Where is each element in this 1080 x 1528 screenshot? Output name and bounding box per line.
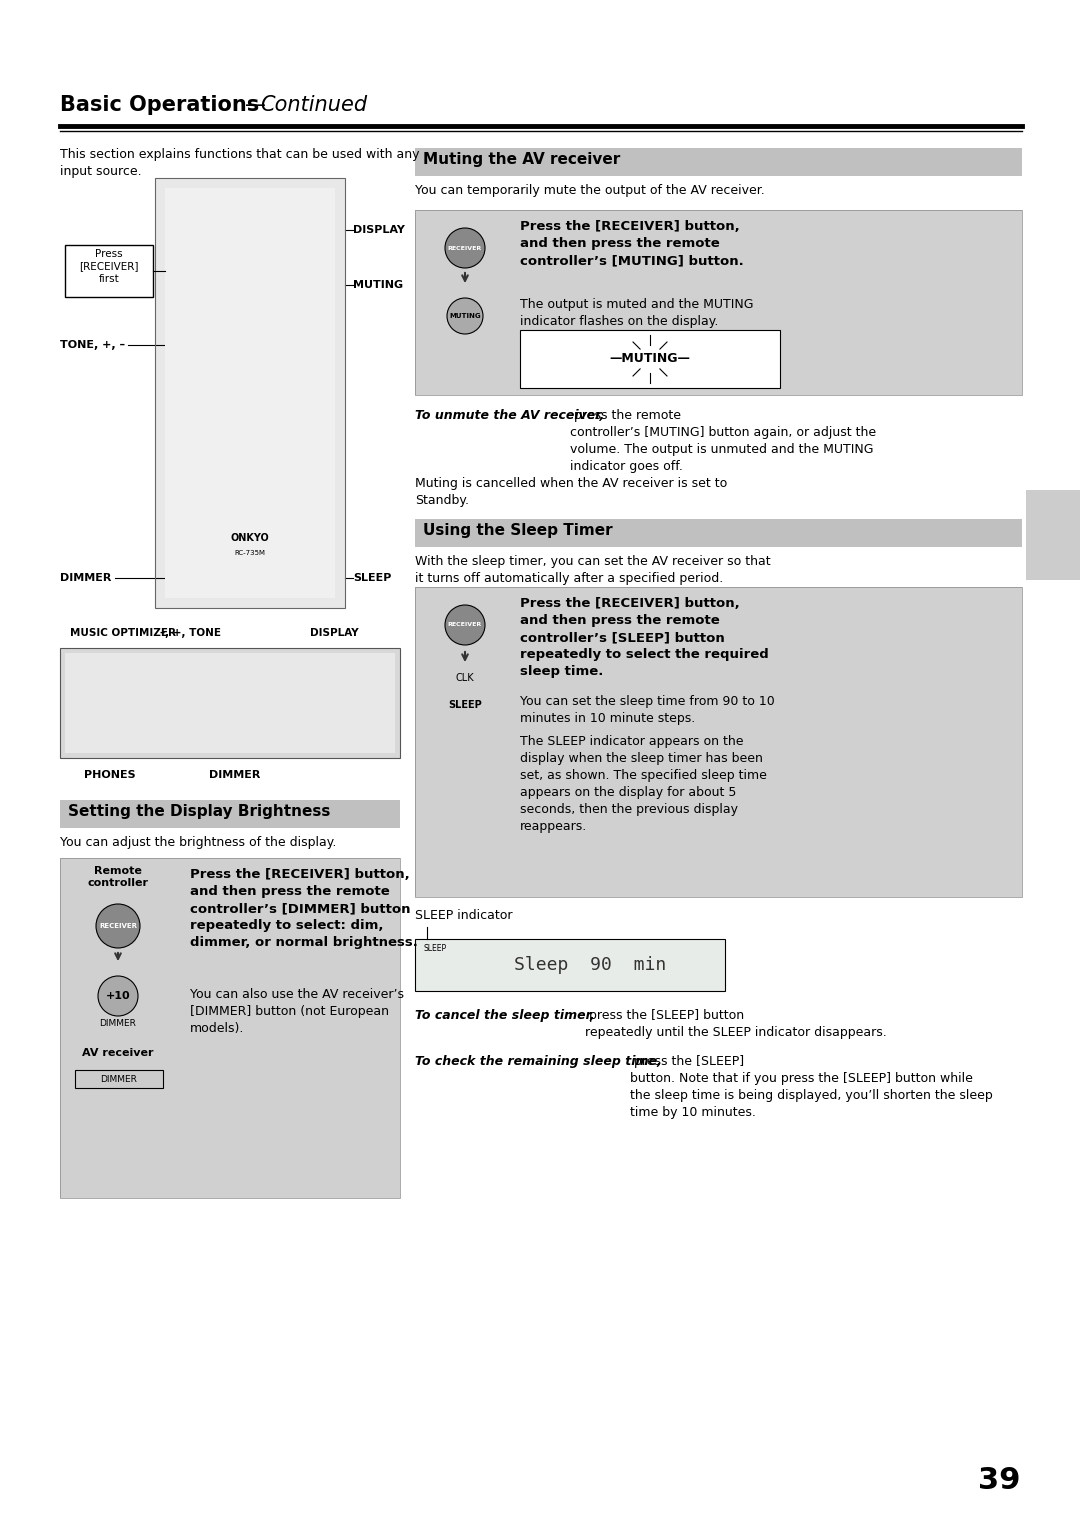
- Text: To unmute the AV receiver,: To unmute the AV receiver,: [415, 410, 604, 422]
- Bar: [156, 177, 345, 608]
- Text: RECEIVER: RECEIVER: [448, 622, 482, 628]
- Bar: [165, 188, 335, 597]
- Text: DIMMER: DIMMER: [100, 1074, 137, 1083]
- Text: SLEEP: SLEEP: [448, 700, 482, 711]
- Bar: [415, 940, 725, 992]
- Text: DISPLAY: DISPLAY: [310, 628, 359, 639]
- Text: You can set the sleep time from 90 to 10
minutes in 10 minute steps.: You can set the sleep time from 90 to 10…: [519, 695, 774, 724]
- Text: Press the [RECEIVER] button,
and then press the remote
controller’s [DIMMER] but: Press the [RECEIVER] button, and then pr…: [190, 868, 418, 949]
- Bar: [519, 330, 780, 388]
- Text: Muting the AV receiver: Muting the AV receiver: [423, 151, 620, 167]
- Bar: [415, 587, 1022, 897]
- Bar: [415, 940, 725, 992]
- Bar: [65, 652, 395, 753]
- Circle shape: [96, 905, 140, 947]
- Bar: [65, 244, 153, 296]
- Text: Setting the Display Brightness: Setting the Display Brightness: [68, 804, 330, 819]
- Text: SLEEP: SLEEP: [353, 573, 391, 584]
- Text: Muting is cancelled when the AV receiver is set to
Standby.: Muting is cancelled when the AV receiver…: [415, 477, 727, 507]
- Text: Using the Sleep Timer: Using the Sleep Timer: [423, 523, 612, 538]
- Bar: [60, 859, 400, 1198]
- Text: –, +, TONE: –, +, TONE: [160, 628, 220, 639]
- Text: SLEEP: SLEEP: [423, 944, 446, 953]
- Text: AV receiver: AV receiver: [82, 1048, 153, 1057]
- Text: The output is muted and the MUTING
indicator flashes on the display.: The output is muted and the MUTING indic…: [519, 298, 754, 329]
- Bar: [156, 177, 345, 608]
- Circle shape: [445, 605, 485, 645]
- Text: Press
[RECEIVER]
first: Press [RECEIVER] first: [79, 249, 138, 284]
- Text: DIMMER: DIMMER: [99, 1019, 136, 1028]
- Text: DIMMER: DIMMER: [210, 770, 260, 779]
- Text: To check the remaining sleep time,: To check the remaining sleep time,: [415, 1054, 662, 1068]
- Text: PHONES: PHONES: [84, 770, 136, 779]
- Text: CLK: CLK: [456, 672, 474, 683]
- Bar: [75, 1070, 163, 1088]
- Bar: [415, 587, 1022, 897]
- Text: The SLEEP indicator appears on the
display when the sleep timer has been
set, as: The SLEEP indicator appears on the displ…: [519, 735, 767, 833]
- Circle shape: [447, 298, 483, 335]
- Bar: [60, 801, 400, 828]
- Text: Press the [RECEIVER] button,
and then press the remote
controller’s [SLEEP] butt: Press the [RECEIVER] button, and then pr…: [519, 597, 769, 678]
- Bar: [75, 1070, 163, 1088]
- Text: You can temporarily mute the output of the AV receiver.: You can temporarily mute the output of t…: [415, 183, 765, 197]
- Circle shape: [445, 228, 485, 267]
- Text: TONE, +, –: TONE, +, –: [60, 341, 125, 350]
- Bar: [415, 520, 1022, 547]
- Text: Sleep  90  min: Sleep 90 min: [514, 957, 666, 973]
- Text: You can adjust the brightness of the display.: You can adjust the brightness of the dis…: [60, 836, 336, 850]
- Bar: [60, 648, 400, 758]
- Bar: [519, 330, 780, 388]
- Text: MUTING: MUTING: [449, 313, 481, 319]
- Text: press the [SLEEP]
button. Note that if you press the [SLEEP] button while
the sl: press the [SLEEP] button. Note that if y…: [630, 1054, 993, 1118]
- Text: RECEIVER: RECEIVER: [99, 923, 137, 929]
- Text: —: —: [245, 95, 266, 115]
- Text: This section explains functions that can be used with any
input source.: This section explains functions that can…: [60, 148, 419, 177]
- Text: To cancel the sleep timer,: To cancel the sleep timer,: [415, 1008, 595, 1022]
- Text: Continued: Continued: [260, 95, 367, 115]
- Text: —MUTING—: —MUTING—: [609, 353, 690, 365]
- Text: DISPLAY: DISPLAY: [353, 225, 405, 235]
- Bar: [415, 209, 1022, 396]
- Text: DIMMER: DIMMER: [60, 573, 111, 584]
- Text: Basic Operations: Basic Operations: [60, 95, 259, 115]
- Text: RECEIVER: RECEIVER: [448, 246, 482, 251]
- Bar: [60, 648, 400, 758]
- Bar: [415, 209, 1022, 396]
- Text: press the remote
controller’s [MUTING] button again, or adjust the
volume. The o: press the remote controller’s [MUTING] b…: [570, 410, 876, 474]
- Bar: [60, 859, 400, 1198]
- Text: MUTING: MUTING: [353, 280, 403, 290]
- Bar: [415, 148, 1022, 176]
- Text: ONKYO: ONKYO: [231, 533, 269, 542]
- Text: 39: 39: [977, 1465, 1020, 1494]
- Text: press the [SLEEP] button
repeatedly until the SLEEP indicator disappears.: press the [SLEEP] button repeatedly unti…: [585, 1008, 887, 1039]
- Circle shape: [98, 976, 138, 1016]
- Text: With the sleep timer, you can set the AV receiver so that
it turns off automatic: With the sleep timer, you can set the AV…: [415, 555, 771, 585]
- Bar: [1026, 490, 1080, 581]
- Text: RC-735M: RC-735M: [234, 550, 266, 556]
- Text: SLEEP indicator: SLEEP indicator: [415, 909, 513, 921]
- Text: Remote
controller: Remote controller: [87, 866, 149, 888]
- Text: MUSIC OPTIMIZER: MUSIC OPTIMIZER: [70, 628, 176, 639]
- Text: You can also use the AV receiver’s
[DIMMER] button (not European
models).: You can also use the AV receiver’s [DIMM…: [190, 989, 404, 1034]
- Text: +10: +10: [106, 992, 131, 1001]
- Text: Press the [RECEIVER] button,
and then press the remote
controller’s [MUTING] but: Press the [RECEIVER] button, and then pr…: [519, 220, 744, 267]
